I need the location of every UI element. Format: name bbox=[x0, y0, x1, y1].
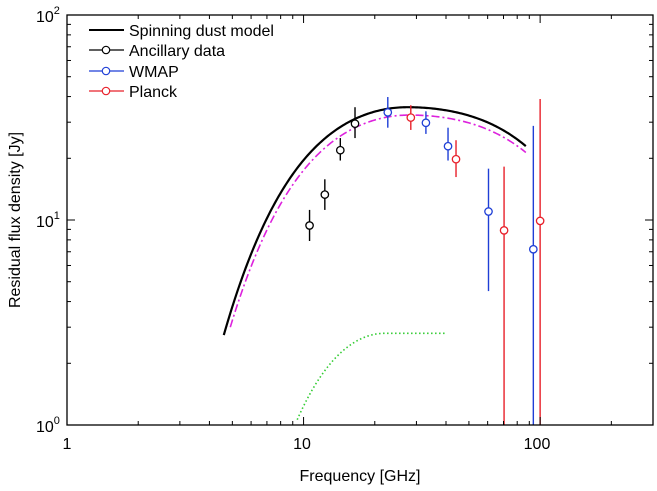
data-point bbox=[305, 221, 314, 230]
y-tick-label: 100 bbox=[36, 415, 60, 436]
data-point bbox=[528, 244, 538, 254]
data-point bbox=[335, 145, 345, 155]
legend-label: Spinning dust model bbox=[129, 23, 274, 40]
model-curve bbox=[229, 114, 527, 328]
model-curve bbox=[296, 332, 446, 421]
x-tick-label: 10 bbox=[293, 436, 311, 453]
y-tick-label: 102 bbox=[36, 5, 60, 26]
x-tick-label: 1 bbox=[63, 436, 72, 453]
legend-marker bbox=[101, 45, 111, 55]
data-point bbox=[484, 207, 493, 216]
y-tick-label: 101 bbox=[36, 210, 60, 231]
data-point bbox=[499, 226, 509, 235]
legend-marker bbox=[101, 86, 111, 96]
data-points bbox=[305, 97, 545, 425]
data-point bbox=[320, 190, 330, 199]
legend-marker bbox=[101, 66, 111, 76]
legend-label: Ancillary data bbox=[129, 43, 225, 60]
data-point bbox=[421, 118, 431, 128]
model-curves bbox=[222, 106, 527, 421]
legend: Spinning dust model Ancillary data WMAP … bbox=[89, 23, 274, 101]
data-point bbox=[535, 216, 545, 226]
y-axis-title: Residual flux density [Jy] bbox=[7, 132, 24, 308]
legend-label: Planck bbox=[129, 84, 178, 101]
x-axis-title: Frequency [GHz] bbox=[300, 468, 421, 485]
data-point bbox=[350, 119, 360, 129]
data-point bbox=[383, 108, 393, 117]
data-point bbox=[406, 113, 416, 122]
axis-ticks bbox=[66, 14, 654, 426]
data-point bbox=[451, 154, 461, 164]
x-tick-label: 100 bbox=[524, 436, 551, 453]
model-curve bbox=[222, 106, 527, 336]
legend-label: WMAP bbox=[129, 64, 179, 81]
data-point bbox=[443, 141, 453, 151]
